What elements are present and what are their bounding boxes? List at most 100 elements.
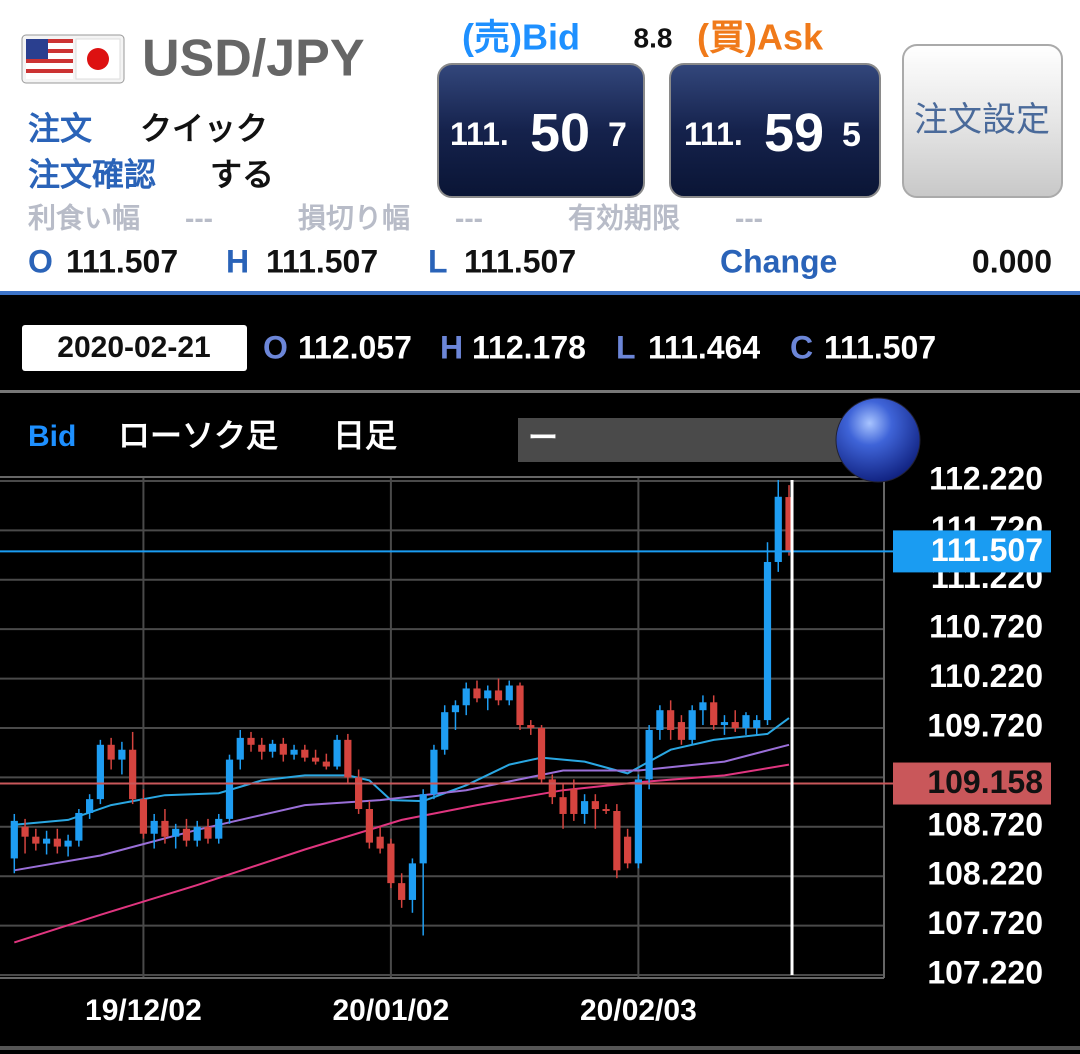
limit-label: 利食い幅 bbox=[28, 201, 140, 233]
bid-button[interactable] bbox=[437, 63, 645, 198]
y-tick-label: 107.220 bbox=[927, 954, 1043, 990]
ask-price: 111. 59 5 bbox=[684, 103, 861, 163]
currency-pair: USD/JPY bbox=[142, 30, 365, 88]
candle-body bbox=[720, 722, 729, 726]
dropdown-value: ー bbox=[528, 422, 558, 455]
price-label: 111.507 bbox=[931, 532, 1043, 568]
candle-body bbox=[441, 712, 449, 750]
candle-body bbox=[301, 749, 309, 758]
x-tick-label: 19/12/02 bbox=[85, 994, 202, 1027]
y-tick-label: 108.720 bbox=[927, 806, 1043, 842]
chart-type: ローソク足 bbox=[118, 417, 278, 453]
period: 日足 bbox=[333, 417, 397, 453]
candle-body bbox=[10, 820, 18, 859]
currency-flags bbox=[21, 34, 125, 84]
order-label: 注文確認 bbox=[28, 156, 156, 192]
limit-value: --- bbox=[185, 202, 213, 233]
candle-body bbox=[731, 722, 739, 728]
quote-label: H bbox=[226, 243, 249, 279]
candle-body bbox=[182, 828, 191, 841]
candle-body bbox=[258, 744, 266, 752]
date: 2020-02-21 bbox=[57, 331, 210, 364]
candle-body bbox=[763, 561, 772, 721]
candle-body bbox=[322, 761, 330, 767]
candle-body bbox=[580, 801, 589, 814]
candle-body bbox=[408, 863, 417, 900]
candle-body bbox=[494, 690, 503, 701]
quote-label: O bbox=[28, 243, 53, 279]
candle-body bbox=[505, 685, 513, 701]
ohlc-label: H bbox=[440, 329, 463, 365]
ohlc-value: 111.507 bbox=[824, 329, 936, 365]
candle-body bbox=[311, 757, 320, 762]
candle-body bbox=[268, 743, 277, 752]
candle-body bbox=[236, 737, 244, 760]
candle-body bbox=[774, 496, 782, 562]
candle-body bbox=[699, 702, 707, 711]
candle-body bbox=[785, 497, 793, 552]
ask-big-figure: 111. bbox=[684, 116, 743, 152]
change-value: 0.000 bbox=[972, 243, 1052, 279]
price-label: 109.158 bbox=[927, 764, 1043, 800]
candle-body bbox=[624, 836, 632, 864]
ask-label: (買)Ask bbox=[697, 17, 824, 58]
quote-value: 111.507 bbox=[266, 243, 378, 279]
plot: 112.220111.720111.220110.720110.220109.7… bbox=[0, 460, 1051, 1027]
ohlc-label: L bbox=[616, 329, 636, 365]
candle-body bbox=[139, 799, 148, 834]
bid-fraction: 7 bbox=[608, 116, 627, 154]
candle-body bbox=[742, 715, 750, 728]
candle-body bbox=[53, 838, 61, 847]
candle-body bbox=[688, 710, 696, 740]
candle-body bbox=[129, 749, 137, 800]
candle-body bbox=[225, 759, 234, 819]
candle-body bbox=[473, 688, 481, 699]
separator bbox=[0, 390, 1080, 393]
candle-body bbox=[107, 744, 115, 760]
candle-body bbox=[290, 749, 298, 755]
bid-big-figure: 111. bbox=[450, 116, 509, 152]
candle-body bbox=[21, 826, 29, 837]
ohlc-value: 112.178 bbox=[472, 329, 586, 365]
x-tick-label: 20/01/02 bbox=[333, 994, 450, 1027]
candle-body bbox=[215, 818, 223, 839]
y-tick-label: 107.720 bbox=[927, 905, 1043, 941]
dropdown[interactable] bbox=[518, 418, 848, 462]
candle-body bbox=[355, 777, 363, 810]
candle-body bbox=[548, 779, 556, 798]
candle-body bbox=[64, 840, 72, 847]
limit-value: --- bbox=[735, 202, 763, 233]
candle-body bbox=[172, 828, 180, 837]
date-box bbox=[22, 325, 247, 371]
drag-handle[interactable] bbox=[835, 397, 921, 483]
order-label: 注文 bbox=[28, 110, 92, 146]
moving-average bbox=[13, 763, 790, 944]
candle-body bbox=[398, 883, 406, 900]
order-settings-label: 注文設定 bbox=[914, 101, 1050, 139]
candle-body bbox=[387, 843, 395, 884]
ohlc-label: C bbox=[790, 329, 813, 365]
candle-body bbox=[204, 826, 212, 839]
order-settings-button[interactable] bbox=[902, 44, 1063, 198]
candle-body bbox=[677, 722, 686, 740]
ask-fraction: 5 bbox=[842, 116, 861, 154]
limit-label: 有効期限 bbox=[568, 201, 680, 233]
candle-body bbox=[376, 836, 384, 849]
candle-body bbox=[484, 690, 492, 699]
candle-body bbox=[537, 727, 546, 780]
candle-body bbox=[161, 820, 169, 837]
quote-value: 111.507 bbox=[66, 243, 178, 279]
candle-body bbox=[613, 811, 621, 871]
candle-body bbox=[86, 799, 94, 813]
candle-body bbox=[753, 720, 761, 728]
candle-body bbox=[656, 710, 664, 730]
order-value: する bbox=[210, 156, 274, 192]
quote-label: L bbox=[428, 243, 448, 279]
price-type: Bid bbox=[28, 420, 76, 453]
ask-button[interactable] bbox=[669, 63, 881, 198]
limit-label: 損切り幅 bbox=[298, 202, 410, 233]
ask-pips: 59 bbox=[764, 103, 824, 163]
bid-label: (売)Bid bbox=[462, 17, 580, 58]
